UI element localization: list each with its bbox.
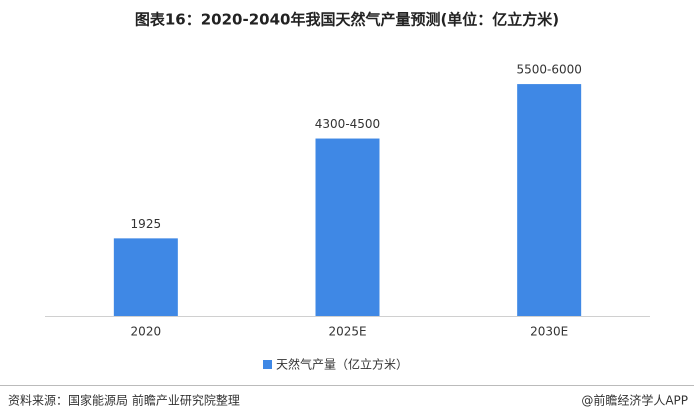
- x-tick-label: 2030E: [530, 325, 568, 339]
- chart-title: 图表16：2020-2040年我国天然气产量预测(单位：亿立方米): [135, 11, 559, 29]
- value-label: 4300-4500: [315, 117, 380, 131]
- x-tick-label: 2020: [131, 325, 162, 339]
- bar: [315, 138, 380, 316]
- legend-swatch: [263, 360, 272, 369]
- x-tick-label: 2025E: [328, 325, 366, 339]
- legend-label: 天然气产量（亿立方米）: [276, 357, 408, 372]
- value-label: 1925: [131, 217, 162, 231]
- bar: [517, 84, 582, 316]
- source-note: 资料来源：国家能源局 前瞻产业研究院整理: [8, 393, 240, 408]
- bar: [113, 238, 178, 316]
- value-label: 5500-6000: [516, 63, 581, 77]
- brand: @前瞻经济学人APP: [581, 393, 688, 408]
